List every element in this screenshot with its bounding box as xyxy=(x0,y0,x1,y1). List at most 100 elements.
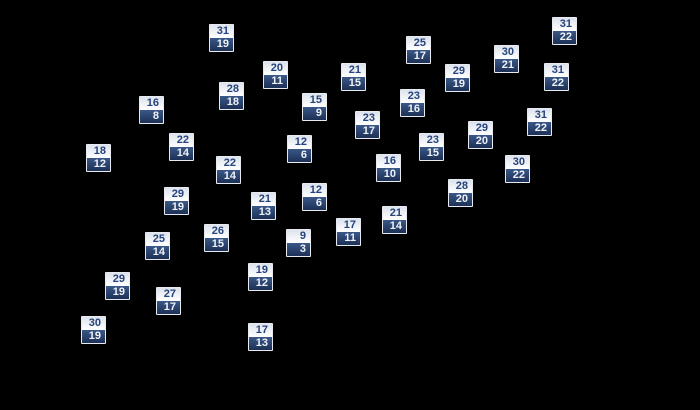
temperature-marker[interactable]: 22 14 xyxy=(216,156,241,184)
low-temp-label: 19 xyxy=(446,78,469,91)
temperature-marker[interactable]: 19 12 xyxy=(248,263,273,291)
high-temp-label: 18 xyxy=(87,145,110,158)
high-temp-label: 20 xyxy=(264,62,287,75)
temperature-marker[interactable]: 23 15 xyxy=(419,133,444,161)
temperature-marker[interactable]: 30 22 xyxy=(505,155,530,183)
high-temp-label: 28 xyxy=(449,180,472,193)
temperature-marker[interactable]: 21 14 xyxy=(382,206,407,234)
high-temp-label: 30 xyxy=(495,46,518,59)
low-temp-label: 14 xyxy=(383,220,406,233)
high-temp-label: 29 xyxy=(446,65,469,78)
temperature-marker[interactable]: 28 20 xyxy=(448,179,473,207)
low-temp-label: 11 xyxy=(337,232,360,245)
high-temp-label: 19 xyxy=(249,264,272,277)
high-temp-label: 22 xyxy=(170,134,193,147)
temperature-marker[interactable]: 29 19 xyxy=(445,64,470,92)
temperature-marker[interactable]: 25 14 xyxy=(145,232,170,260)
temperature-marker[interactable]: 27 17 xyxy=(156,287,181,315)
temperature-marker[interactable]: 31 22 xyxy=(544,63,569,91)
high-temp-label: 29 xyxy=(165,188,188,201)
high-temp-label: 17 xyxy=(249,324,272,337)
high-temp-label: 31 xyxy=(553,18,576,31)
temperature-marker[interactable]: 31 19 xyxy=(209,24,234,52)
low-temp-label: 15 xyxy=(205,238,228,251)
low-temp-label: 22 xyxy=(553,31,576,44)
low-temp-label: 13 xyxy=(252,206,275,219)
low-temp-label: 17 xyxy=(356,125,379,138)
high-temp-label: 16 xyxy=(140,97,163,110)
high-temp-label: 9 xyxy=(287,230,310,243)
high-temp-label: 12 xyxy=(303,184,326,197)
low-temp-label: 20 xyxy=(449,193,472,206)
temperature-marker[interactable]: 16 8 xyxy=(139,96,164,124)
temperature-marker[interactable]: 31 22 xyxy=(527,108,552,136)
low-temp-label: 22 xyxy=(506,169,529,182)
temperature-marker[interactable]: 20 11 xyxy=(263,61,288,89)
temperature-marker[interactable]: 31 22 xyxy=(552,17,577,45)
high-temp-label: 23 xyxy=(401,90,424,103)
temperature-marker[interactable]: 30 21 xyxy=(494,45,519,73)
temperature-marker[interactable]: 21 13 xyxy=(251,192,276,220)
high-temp-label: 28 xyxy=(220,83,243,96)
temperature-marker[interactable]: 26 15 xyxy=(204,224,229,252)
temperature-marker[interactable]: 17 13 xyxy=(248,323,273,351)
temperature-marker[interactable]: 22 14 xyxy=(169,133,194,161)
high-temp-label: 16 xyxy=(377,155,400,168)
low-temp-label: 14 xyxy=(146,246,169,259)
temperature-marker[interactable]: 28 18 xyxy=(219,82,244,110)
low-temp-label: 12 xyxy=(249,277,272,290)
temperature-marker[interactable]: 16 10 xyxy=(376,154,401,182)
temperature-marker[interactable]: 15 9 xyxy=(302,93,327,121)
temperature-marker[interactable]: 29 20 xyxy=(468,121,493,149)
high-temp-label: 22 xyxy=(217,157,240,170)
low-temp-label: 19 xyxy=(106,286,129,299)
low-temp-label: 19 xyxy=(82,330,105,343)
high-temp-label: 25 xyxy=(146,233,169,246)
low-temp-label: 17 xyxy=(157,301,180,314)
high-temp-label: 30 xyxy=(82,317,105,330)
temperature-marker[interactable]: 29 19 xyxy=(105,272,130,300)
temperature-marker[interactable]: 12 6 xyxy=(302,183,327,211)
temperature-marker[interactable]: 25 17 xyxy=(406,36,431,64)
high-temp-label: 31 xyxy=(210,25,233,38)
high-temp-label: 23 xyxy=(420,134,443,147)
temperature-marker[interactable]: 23 17 xyxy=(355,111,380,139)
high-temp-label: 30 xyxy=(506,156,529,169)
low-temp-label: 15 xyxy=(420,147,443,160)
low-temp-label: 14 xyxy=(170,147,193,160)
low-temp-label: 16 xyxy=(401,103,424,116)
high-temp-label: 31 xyxy=(545,64,568,77)
low-temp-label: 17 xyxy=(407,50,430,63)
high-temp-label: 23 xyxy=(356,112,379,125)
high-temp-label: 29 xyxy=(469,122,492,135)
temperature-marker[interactable]: 17 11 xyxy=(336,218,361,246)
high-temp-label: 21 xyxy=(342,64,365,77)
temperature-marker[interactable]: 21 15 xyxy=(341,63,366,91)
high-temp-label: 31 xyxy=(528,109,551,122)
high-temp-label: 12 xyxy=(288,136,311,149)
temperature-marker[interactable]: 12 6 xyxy=(287,135,312,163)
low-temp-label: 15 xyxy=(342,77,365,90)
low-temp-label: 22 xyxy=(545,77,568,90)
low-temp-label: 14 xyxy=(217,170,240,183)
low-temp-label: 3 xyxy=(287,243,310,256)
high-temp-label: 25 xyxy=(407,37,430,50)
high-temp-label: 29 xyxy=(106,273,129,286)
temperature-marker[interactable]: 23 16 xyxy=(400,89,425,117)
low-temp-label: 18 xyxy=(220,96,243,109)
low-temp-label: 10 xyxy=(377,168,400,181)
temperature-marker[interactable]: 29 19 xyxy=(164,187,189,215)
low-temp-label: 11 xyxy=(264,75,287,88)
low-temp-label: 12 xyxy=(87,158,110,171)
temperature-marker[interactable]: 9 3 xyxy=(286,229,311,257)
low-temp-label: 6 xyxy=(303,197,326,210)
temperature-marker[interactable]: 30 19 xyxy=(81,316,106,344)
temperature-marker[interactable]: 18 12 xyxy=(86,144,111,172)
low-temp-label: 6 xyxy=(288,149,311,162)
high-temp-label: 26 xyxy=(205,225,228,238)
low-temp-label: 19 xyxy=(210,38,233,51)
low-temp-label: 19 xyxy=(165,201,188,214)
low-temp-label: 8 xyxy=(140,110,163,123)
